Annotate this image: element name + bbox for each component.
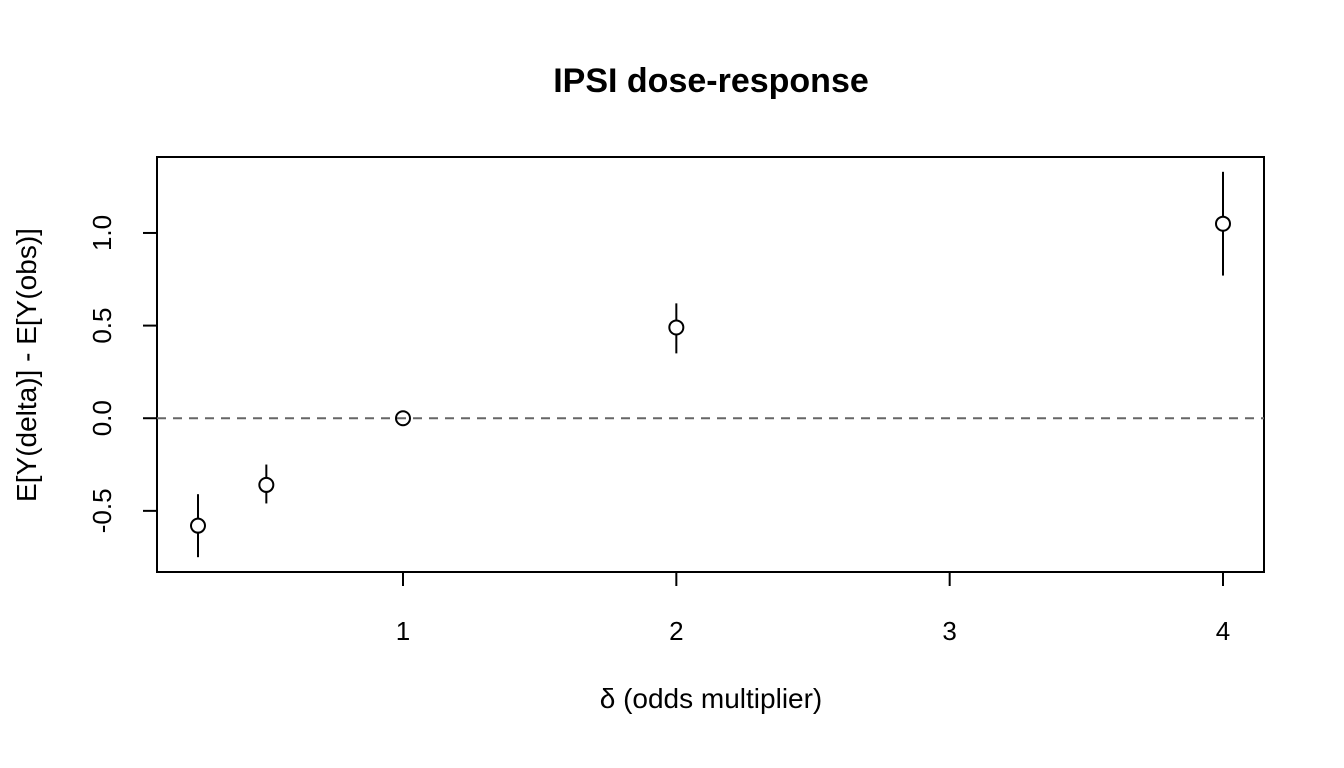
x-axis: 1 2 3 4: [396, 572, 1230, 646]
y-axis-label: E[Y(delta)] - E[Y(obs)]: [11, 228, 42, 502]
y-tick-label: -0.5: [87, 488, 117, 533]
x-tick-label: 4: [1216, 616, 1230, 646]
data-point: [1215, 215, 1231, 232]
y-axis: -0.5 0.0 0.5 1.0: [87, 215, 157, 533]
y-tick-label: 1.0: [87, 215, 117, 251]
data-point: [190, 517, 206, 534]
data-points: [190, 171, 1231, 558]
data-point: [395, 410, 411, 427]
x-tick-label: 2: [669, 616, 683, 646]
data-point: [668, 319, 685, 336]
x-tick-label: 1: [396, 616, 410, 646]
y-tick-label: 0.0: [87, 400, 117, 436]
plot-frame: [156, 156, 1265, 573]
y-tick-label: 0.5: [87, 308, 117, 344]
x-axis-label: δ (odds multiplier): [600, 683, 823, 714]
x-tick-label: 3: [942, 616, 956, 646]
data-point: [258, 476, 275, 493]
chart-title: IPSI dose-response: [553, 62, 869, 100]
